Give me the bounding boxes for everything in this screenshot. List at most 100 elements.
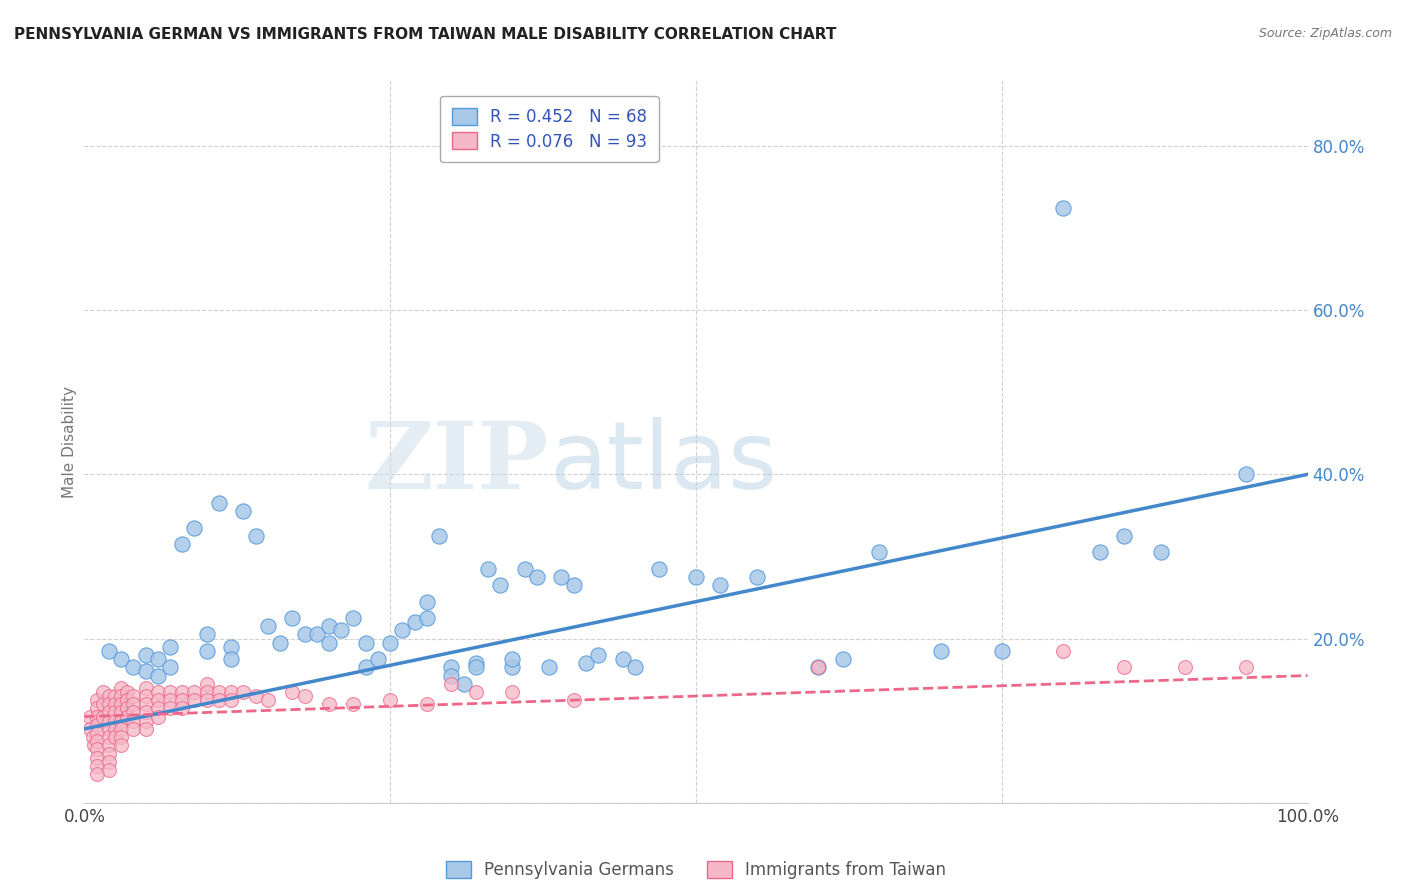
Point bbox=[86, 742, 108, 756]
Point bbox=[318, 636, 340, 650]
Point bbox=[294, 627, 316, 641]
Point bbox=[208, 685, 231, 699]
Point bbox=[195, 693, 218, 707]
Point bbox=[219, 693, 242, 707]
Point bbox=[97, 689, 120, 703]
Point bbox=[367, 652, 389, 666]
Point bbox=[159, 660, 181, 674]
Point bbox=[208, 693, 231, 707]
Point bbox=[135, 714, 157, 728]
Point bbox=[183, 685, 205, 699]
Point bbox=[97, 763, 120, 777]
Point bbox=[115, 701, 138, 715]
Point bbox=[1236, 467, 1258, 482]
Point bbox=[807, 660, 830, 674]
Point bbox=[464, 685, 486, 699]
Point bbox=[416, 611, 439, 625]
Point bbox=[86, 734, 108, 748]
Point bbox=[97, 706, 120, 720]
Point bbox=[440, 677, 463, 691]
Point bbox=[1174, 660, 1197, 674]
Point bbox=[538, 660, 561, 674]
Point bbox=[104, 706, 127, 720]
Point bbox=[110, 681, 132, 695]
Point bbox=[172, 701, 194, 715]
Point bbox=[183, 521, 205, 535]
Point bbox=[685, 570, 707, 584]
Point bbox=[183, 693, 205, 707]
Point bbox=[1150, 545, 1173, 559]
Point bbox=[97, 755, 120, 769]
Point bbox=[110, 730, 132, 744]
Point bbox=[502, 660, 524, 674]
Point bbox=[146, 652, 169, 666]
Point bbox=[526, 570, 548, 584]
Point bbox=[135, 689, 157, 703]
Point bbox=[807, 660, 830, 674]
Point bbox=[232, 685, 254, 699]
Point bbox=[86, 718, 108, 732]
Point bbox=[97, 730, 120, 744]
Point bbox=[110, 698, 132, 712]
Point bbox=[464, 657, 486, 671]
Point bbox=[245, 529, 267, 543]
Point bbox=[257, 693, 280, 707]
Point bbox=[318, 698, 340, 712]
Point bbox=[104, 730, 127, 744]
Point bbox=[195, 644, 218, 658]
Point bbox=[318, 619, 340, 633]
Point bbox=[146, 685, 169, 699]
Point bbox=[104, 722, 127, 736]
Point bbox=[269, 636, 291, 650]
Point bbox=[122, 706, 145, 720]
Point bbox=[195, 627, 218, 641]
Legend: Pennsylvania Germans, Immigrants from Taiwan: Pennsylvania Germans, Immigrants from Ta… bbox=[439, 855, 953, 886]
Point bbox=[97, 698, 120, 712]
Point bbox=[294, 689, 316, 703]
Point bbox=[1088, 545, 1111, 559]
Point bbox=[97, 722, 120, 736]
Text: ZIP: ZIP bbox=[366, 418, 550, 508]
Point bbox=[502, 652, 524, 666]
Point bbox=[575, 657, 598, 671]
Point bbox=[440, 668, 463, 682]
Point bbox=[172, 685, 194, 699]
Point bbox=[562, 578, 585, 592]
Point bbox=[122, 698, 145, 712]
Point bbox=[104, 698, 127, 712]
Point bbox=[91, 709, 114, 723]
Point bbox=[82, 730, 104, 744]
Point bbox=[502, 685, 524, 699]
Point bbox=[159, 701, 181, 715]
Point bbox=[453, 677, 475, 691]
Point bbox=[110, 706, 132, 720]
Point bbox=[146, 709, 169, 723]
Point bbox=[146, 668, 169, 682]
Point bbox=[281, 685, 304, 699]
Point bbox=[110, 714, 132, 728]
Point bbox=[86, 759, 108, 773]
Point bbox=[380, 693, 402, 707]
Point bbox=[86, 693, 108, 707]
Point bbox=[146, 693, 169, 707]
Point bbox=[427, 529, 450, 543]
Point bbox=[97, 644, 120, 658]
Point bbox=[1052, 201, 1074, 215]
Point bbox=[91, 698, 114, 712]
Point bbox=[172, 693, 194, 707]
Point bbox=[195, 685, 218, 699]
Point bbox=[869, 545, 891, 559]
Point bbox=[219, 652, 242, 666]
Point bbox=[831, 652, 853, 666]
Point bbox=[929, 644, 952, 658]
Point bbox=[513, 562, 536, 576]
Point bbox=[86, 767, 108, 781]
Point bbox=[86, 709, 108, 723]
Point bbox=[115, 685, 138, 699]
Point bbox=[110, 689, 132, 703]
Point bbox=[391, 624, 413, 638]
Text: Source: ZipAtlas.com: Source: ZipAtlas.com bbox=[1258, 27, 1392, 40]
Point bbox=[86, 726, 108, 740]
Point bbox=[709, 578, 731, 592]
Point bbox=[159, 693, 181, 707]
